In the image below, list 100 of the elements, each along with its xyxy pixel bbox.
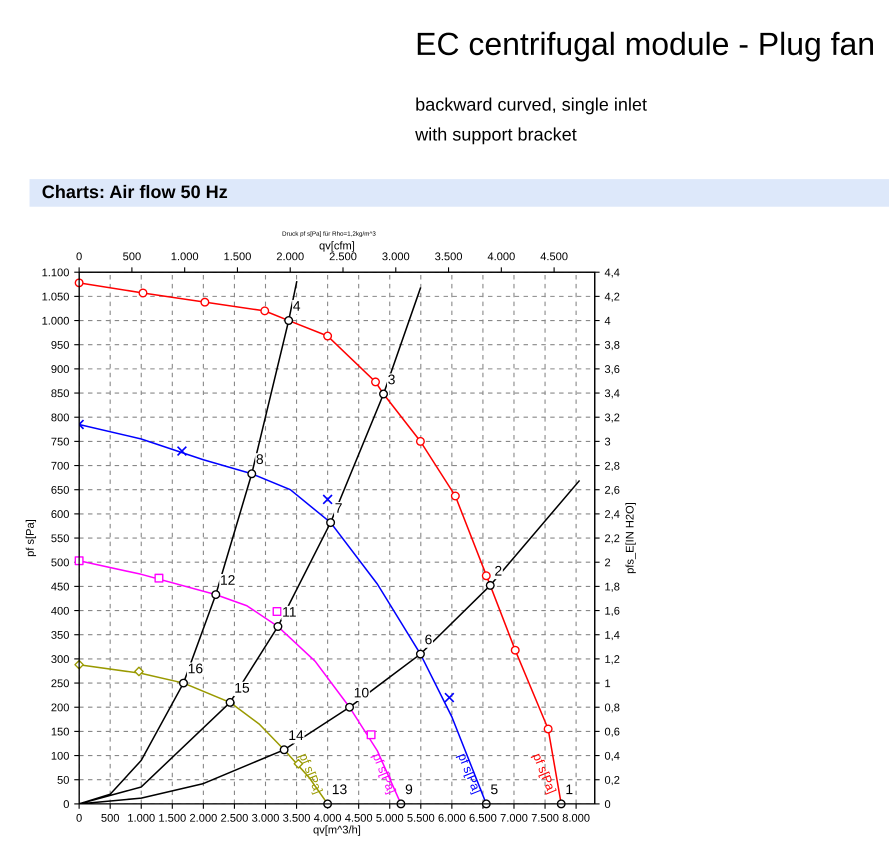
point: [486, 580, 495, 590]
x-tick-label: 0: [76, 814, 82, 822]
y2-tick-label: 3,8: [604, 340, 620, 350]
y-tick-label: 1.050: [42, 292, 69, 301]
annotation: 10: [354, 688, 369, 698]
y-tick-label: 200: [51, 704, 69, 712]
x-tick-label: 2.500: [221, 814, 248, 822]
x-tick-label: 2.000: [190, 814, 217, 822]
y2-tick-label: 3,4: [604, 389, 620, 398]
y-tick-label: 100: [52, 752, 69, 760]
x-tick-label: 7.000: [500, 814, 528, 822]
y2-tick-label: 2,2: [605, 534, 620, 544]
y-tick-label: 150: [52, 728, 69, 736]
x-tick-label: 6.000: [438, 814, 466, 822]
x-tick-label: 4.500: [345, 814, 372, 822]
point: [510, 646, 520, 655]
y-tick-label: 350: [51, 630, 69, 639]
y-tick-label: 600: [51, 510, 69, 518]
point: [444, 692, 455, 703]
y2-tick-label: 4,2: [604, 292, 620, 302]
x2-tick-label: 4.500: [540, 252, 568, 260]
annotation: 3: [388, 374, 395, 384]
y2-tick-label: 0,2: [604, 776, 620, 786]
point: [322, 494, 333, 505]
x-tick-label: 3.500: [283, 814, 310, 822]
x2-tick-label: 500: [123, 252, 141, 260]
x2-tick-label: 1.500: [224, 252, 251, 260]
x-tick-label: 7.500: [532, 814, 559, 822]
point: [176, 446, 188, 456]
y2-tick-label: 1,8: [605, 582, 620, 592]
y-tick-label: 800: [51, 413, 69, 422]
y2-tick-label: 0: [604, 800, 610, 808]
y2-tick-label: 3: [604, 438, 610, 446]
annotation: 16: [188, 664, 202, 674]
point: [326, 518, 336, 528]
y2-tick-label: 0,8: [604, 704, 620, 713]
x2-axis-title: qv[cfm]: [319, 241, 354, 252]
point: [371, 377, 380, 386]
y-tick-label: 850: [51, 389, 69, 398]
annotation: 2: [495, 566, 502, 576]
point: [379, 390, 388, 399]
y-tick-label: 500: [51, 558, 69, 566]
y-tick-label: 950: [51, 340, 69, 349]
annotation: 6: [425, 634, 432, 644]
y2-tick-label: 4,4: [604, 268, 620, 278]
x-tick-label: 1.500: [159, 814, 186, 822]
y-tick-label: 50: [57, 776, 69, 784]
x-tick-label: 6.500: [470, 814, 496, 822]
y-tick-label: 900: [51, 365, 69, 374]
y-tick-label: 300: [51, 655, 69, 664]
x-tick-label: 5.000: [376, 814, 404, 822]
point: [450, 492, 460, 501]
x-tick-label: 8.000: [562, 814, 590, 822]
y-tick-label: 1.100: [42, 268, 69, 276]
point: [273, 622, 282, 632]
annotation: 14: [289, 730, 304, 740]
x2-tick-label: 0: [76, 252, 82, 260]
x2-tick-label: 3.500: [435, 252, 462, 260]
x-tick-label: 5.500: [407, 814, 434, 822]
chart-title: EC centrifugal module - Plug fan: [418, 32, 873, 62]
y2-tick-label: 1,6: [605, 606, 620, 616]
y-tick-label: 1.000: [42, 316, 69, 325]
x-axis-title: qv[m^3/h]: [313, 825, 360, 836]
y2-tick-label: 3,2: [604, 413, 620, 423]
y2-tick-label: 1,2: [605, 655, 620, 664]
point: [211, 590, 220, 600]
point: [416, 650, 425, 659]
y-tick-label: 0: [64, 800, 69, 808]
point: [482, 571, 491, 580]
point: [247, 469, 256, 478]
y2-tick-label: 0,6: [604, 728, 620, 737]
point: [226, 698, 235, 707]
annotation: 13: [332, 784, 347, 794]
point: [345, 702, 354, 712]
y-tick-label: 450: [51, 582, 69, 591]
annotation: 12: [221, 575, 235, 585]
text: pf s[Pa]: [530, 752, 557, 795]
point: [138, 288, 148, 298]
point: [366, 730, 376, 740]
x2-tick-label: 1.000: [172, 252, 198, 260]
y-tick-label: 250: [51, 679, 69, 688]
point: [134, 666, 144, 676]
y2-tick-label: 1: [605, 679, 610, 688]
y2-axis-title: pfs_E[IN H2O]: [625, 503, 636, 574]
x2-tick-label: 3.000: [382, 252, 410, 260]
point: [178, 678, 188, 688]
x-tick-label: 1.000: [128, 814, 155, 822]
annotation: 11: [283, 607, 296, 617]
point: [74, 556, 84, 566]
point: [323, 332, 332, 341]
y-tick-label: 750: [51, 438, 69, 446]
point: [260, 306, 270, 316]
y-tick-label: 550: [51, 534, 69, 542]
annotation: 5: [490, 784, 498, 794]
y2-tick-label: 3,6: [604, 365, 620, 374]
point: [544, 724, 553, 734]
annotation: 1: [566, 784, 572, 794]
annotation: 4: [293, 301, 300, 311]
x2-tick-label: 2.000: [276, 252, 304, 260]
point: [280, 745, 289, 754]
